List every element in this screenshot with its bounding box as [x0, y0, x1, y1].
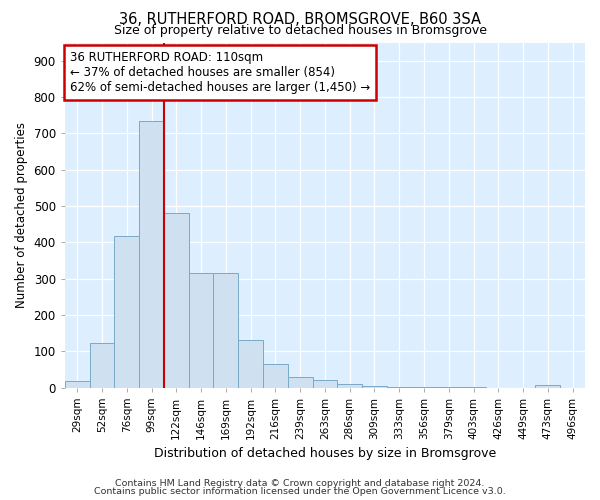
Text: 36 RUTHERFORD ROAD: 110sqm
← 37% of detached houses are smaller (854)
62% of sem: 36 RUTHERFORD ROAD: 110sqm ← 37% of deta…: [70, 51, 370, 94]
Bar: [188, 273, 214, 388]
Bar: [115, 236, 139, 388]
Bar: [139, 122, 164, 388]
Text: Contains HM Land Registry data © Crown copyright and database right 2024.: Contains HM Land Registry data © Crown c…: [115, 479, 485, 488]
Bar: [164, 213, 188, 388]
Y-axis label: Number of detached properties: Number of detached properties: [15, 122, 28, 308]
Bar: [288, 378, 313, 388]
Text: Contains public sector information licensed under the Open Government Licence v3: Contains public sector information licen…: [94, 487, 506, 496]
Bar: [313, 380, 337, 388]
X-axis label: Distribution of detached houses by size in Bromsgrove: Distribution of detached houses by size …: [154, 447, 496, 460]
Text: 36, RUTHERFORD ROAD, BROMSGROVE, B60 3SA: 36, RUTHERFORD ROAD, BROMSGROVE, B60 3SA: [119, 12, 481, 28]
Bar: [238, 340, 263, 388]
Bar: [65, 381, 89, 388]
Bar: [535, 384, 560, 388]
Bar: [362, 386, 387, 388]
Bar: [337, 384, 362, 388]
Bar: [214, 273, 238, 388]
Bar: [263, 364, 288, 388]
Bar: [412, 387, 436, 388]
Bar: [387, 387, 412, 388]
Bar: [89, 343, 115, 388]
Text: Size of property relative to detached houses in Bromsgrove: Size of property relative to detached ho…: [113, 24, 487, 37]
